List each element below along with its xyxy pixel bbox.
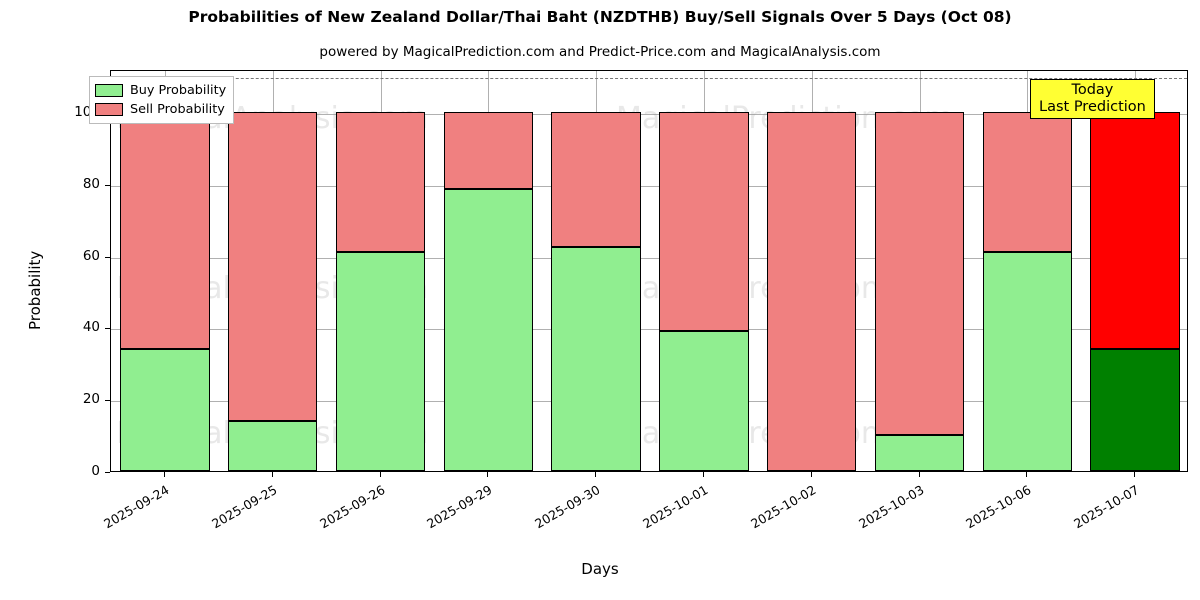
bar-segment-sell[interactable] <box>443 112 534 190</box>
bar-segment-buy[interactable] <box>227 420 318 471</box>
grid-line-horizontal <box>111 114 1187 116</box>
threshold-dashed-line <box>111 78 1187 80</box>
bar-group[interactable] <box>551 71 641 471</box>
grid-line-horizontal <box>111 257 1187 259</box>
bar-segment-buy[interactable] <box>443 189 534 471</box>
x-axis-tick-label: 2025-10-01 <box>639 482 711 532</box>
bar-segment-buy[interactable] <box>874 435 965 471</box>
y-axis-tick-label: 0 <box>91 463 100 479</box>
x-axis-tick-mark <box>1026 472 1028 477</box>
bar-segment-sell[interactable] <box>335 112 426 253</box>
bar-group[interactable] <box>1090 71 1180 471</box>
bar-segment-sell[interactable] <box>120 112 210 349</box>
bar-group[interactable] <box>120 71 210 471</box>
x-axis-tick-mark <box>271 472 273 477</box>
legend-item-buy[interactable]: Buy Probability <box>95 81 226 100</box>
x-axis-tick-label: 2025-10-03 <box>855 482 926 532</box>
bar-segment-sell[interactable] <box>766 112 857 471</box>
bar-segment-sell[interactable] <box>874 112 965 436</box>
bar-group[interactable] <box>766 71 857 471</box>
bar-segment-sell[interactable] <box>659 112 749 332</box>
y-axis-tick-label: 60 <box>82 247 100 264</box>
x-axis-tick-mark <box>379 472 381 477</box>
y-axis-tick-mark <box>105 400 110 402</box>
bar-group[interactable] <box>335 71 426 471</box>
y-axis-label: Probability <box>26 250 44 330</box>
chart-title: Probabilities of New Zealand Dollar/Thai… <box>188 8 1012 26</box>
y-axis-tick-label: 20 <box>82 391 100 408</box>
bar-segment-buy[interactable] <box>982 252 1073 471</box>
legend-label-sell: Sell Probability <box>130 102 225 117</box>
chart-subtitle: powered by MagicalPrediction.com and Pre… <box>319 44 881 60</box>
y-axis-tick-mark <box>105 328 110 330</box>
bar-group[interactable] <box>982 71 1073 471</box>
grid-line-horizontal <box>111 401 1187 403</box>
bar-group[interactable] <box>227 71 318 471</box>
today-annotation-line2: Last Prediction <box>1039 98 1146 115</box>
y-axis-tick-mark <box>105 472 110 473</box>
bar-segment-sell[interactable] <box>551 112 641 247</box>
x-axis-tick-label: 2025-10-06 <box>963 482 1034 532</box>
today-annotation: Today Last Prediction <box>1030 79 1155 120</box>
x-axis-tick-label: 2025-10-07 <box>1071 482 1142 532</box>
y-axis-tick-label: 40 <box>82 319 100 336</box>
y-axis-tick-mark <box>105 256 110 258</box>
legend-label-buy: Buy Probability <box>130 83 227 98</box>
y-axis-tick-mark <box>105 184 110 186</box>
grid-line-horizontal <box>111 329 1187 331</box>
bar-segment-buy[interactable] <box>335 252 426 471</box>
legend-swatch-sell-icon <box>95 103 123 116</box>
x-axis-label: Days <box>581 560 619 578</box>
bar-segment-sell[interactable] <box>227 112 318 421</box>
x-axis-tick-label: 2025-09-25 <box>208 482 280 532</box>
x-axis-tick-mark <box>487 472 489 477</box>
bar-group[interactable] <box>443 71 534 471</box>
x-axis-tick-mark <box>918 472 920 477</box>
x-axis-tick-mark <box>702 472 704 477</box>
bar-segment-buy[interactable] <box>120 348 210 471</box>
chart-legend: Buy Probability Sell Probability <box>89 76 235 124</box>
plot-area: MagicalAnalysis.comMagicalPrediction.com… <box>110 70 1188 472</box>
bar-group[interactable] <box>659 71 749 471</box>
x-axis-tick-label: 2025-09-30 <box>532 482 603 532</box>
x-axis-tick-label: 2025-10-02 <box>747 482 819 532</box>
bar-segment-buy[interactable] <box>1090 348 1180 471</box>
bar-segment-sell[interactable] <box>1090 112 1180 349</box>
x-axis-tick-mark <box>163 472 165 477</box>
x-axis-tick-label: 2025-09-26 <box>316 482 387 532</box>
x-axis-tick-mark <box>1134 472 1136 477</box>
today-annotation-line1: Today <box>1071 82 1114 98</box>
x-axis-tick-label: 2025-09-29 <box>424 482 495 532</box>
bar-group[interactable] <box>874 71 965 471</box>
bar-segment-buy[interactable] <box>659 331 749 471</box>
y-axis-tick-label: 80 <box>82 175 100 192</box>
bar-segment-sell[interactable] <box>982 112 1073 253</box>
x-axis-tick-mark <box>810 472 812 477</box>
legend-swatch-buy-icon <box>95 84 123 97</box>
bar-segment-buy[interactable] <box>551 246 641 471</box>
x-axis-tick-mark <box>595 472 597 477</box>
legend-item-sell[interactable]: Sell Probability <box>95 100 226 119</box>
plot-inner: MagicalAnalysis.comMagicalPrediction.com… <box>111 71 1187 471</box>
grid-line-horizontal <box>111 185 1187 187</box>
x-axis-tick-label: 2025-09-24 <box>100 482 172 532</box>
